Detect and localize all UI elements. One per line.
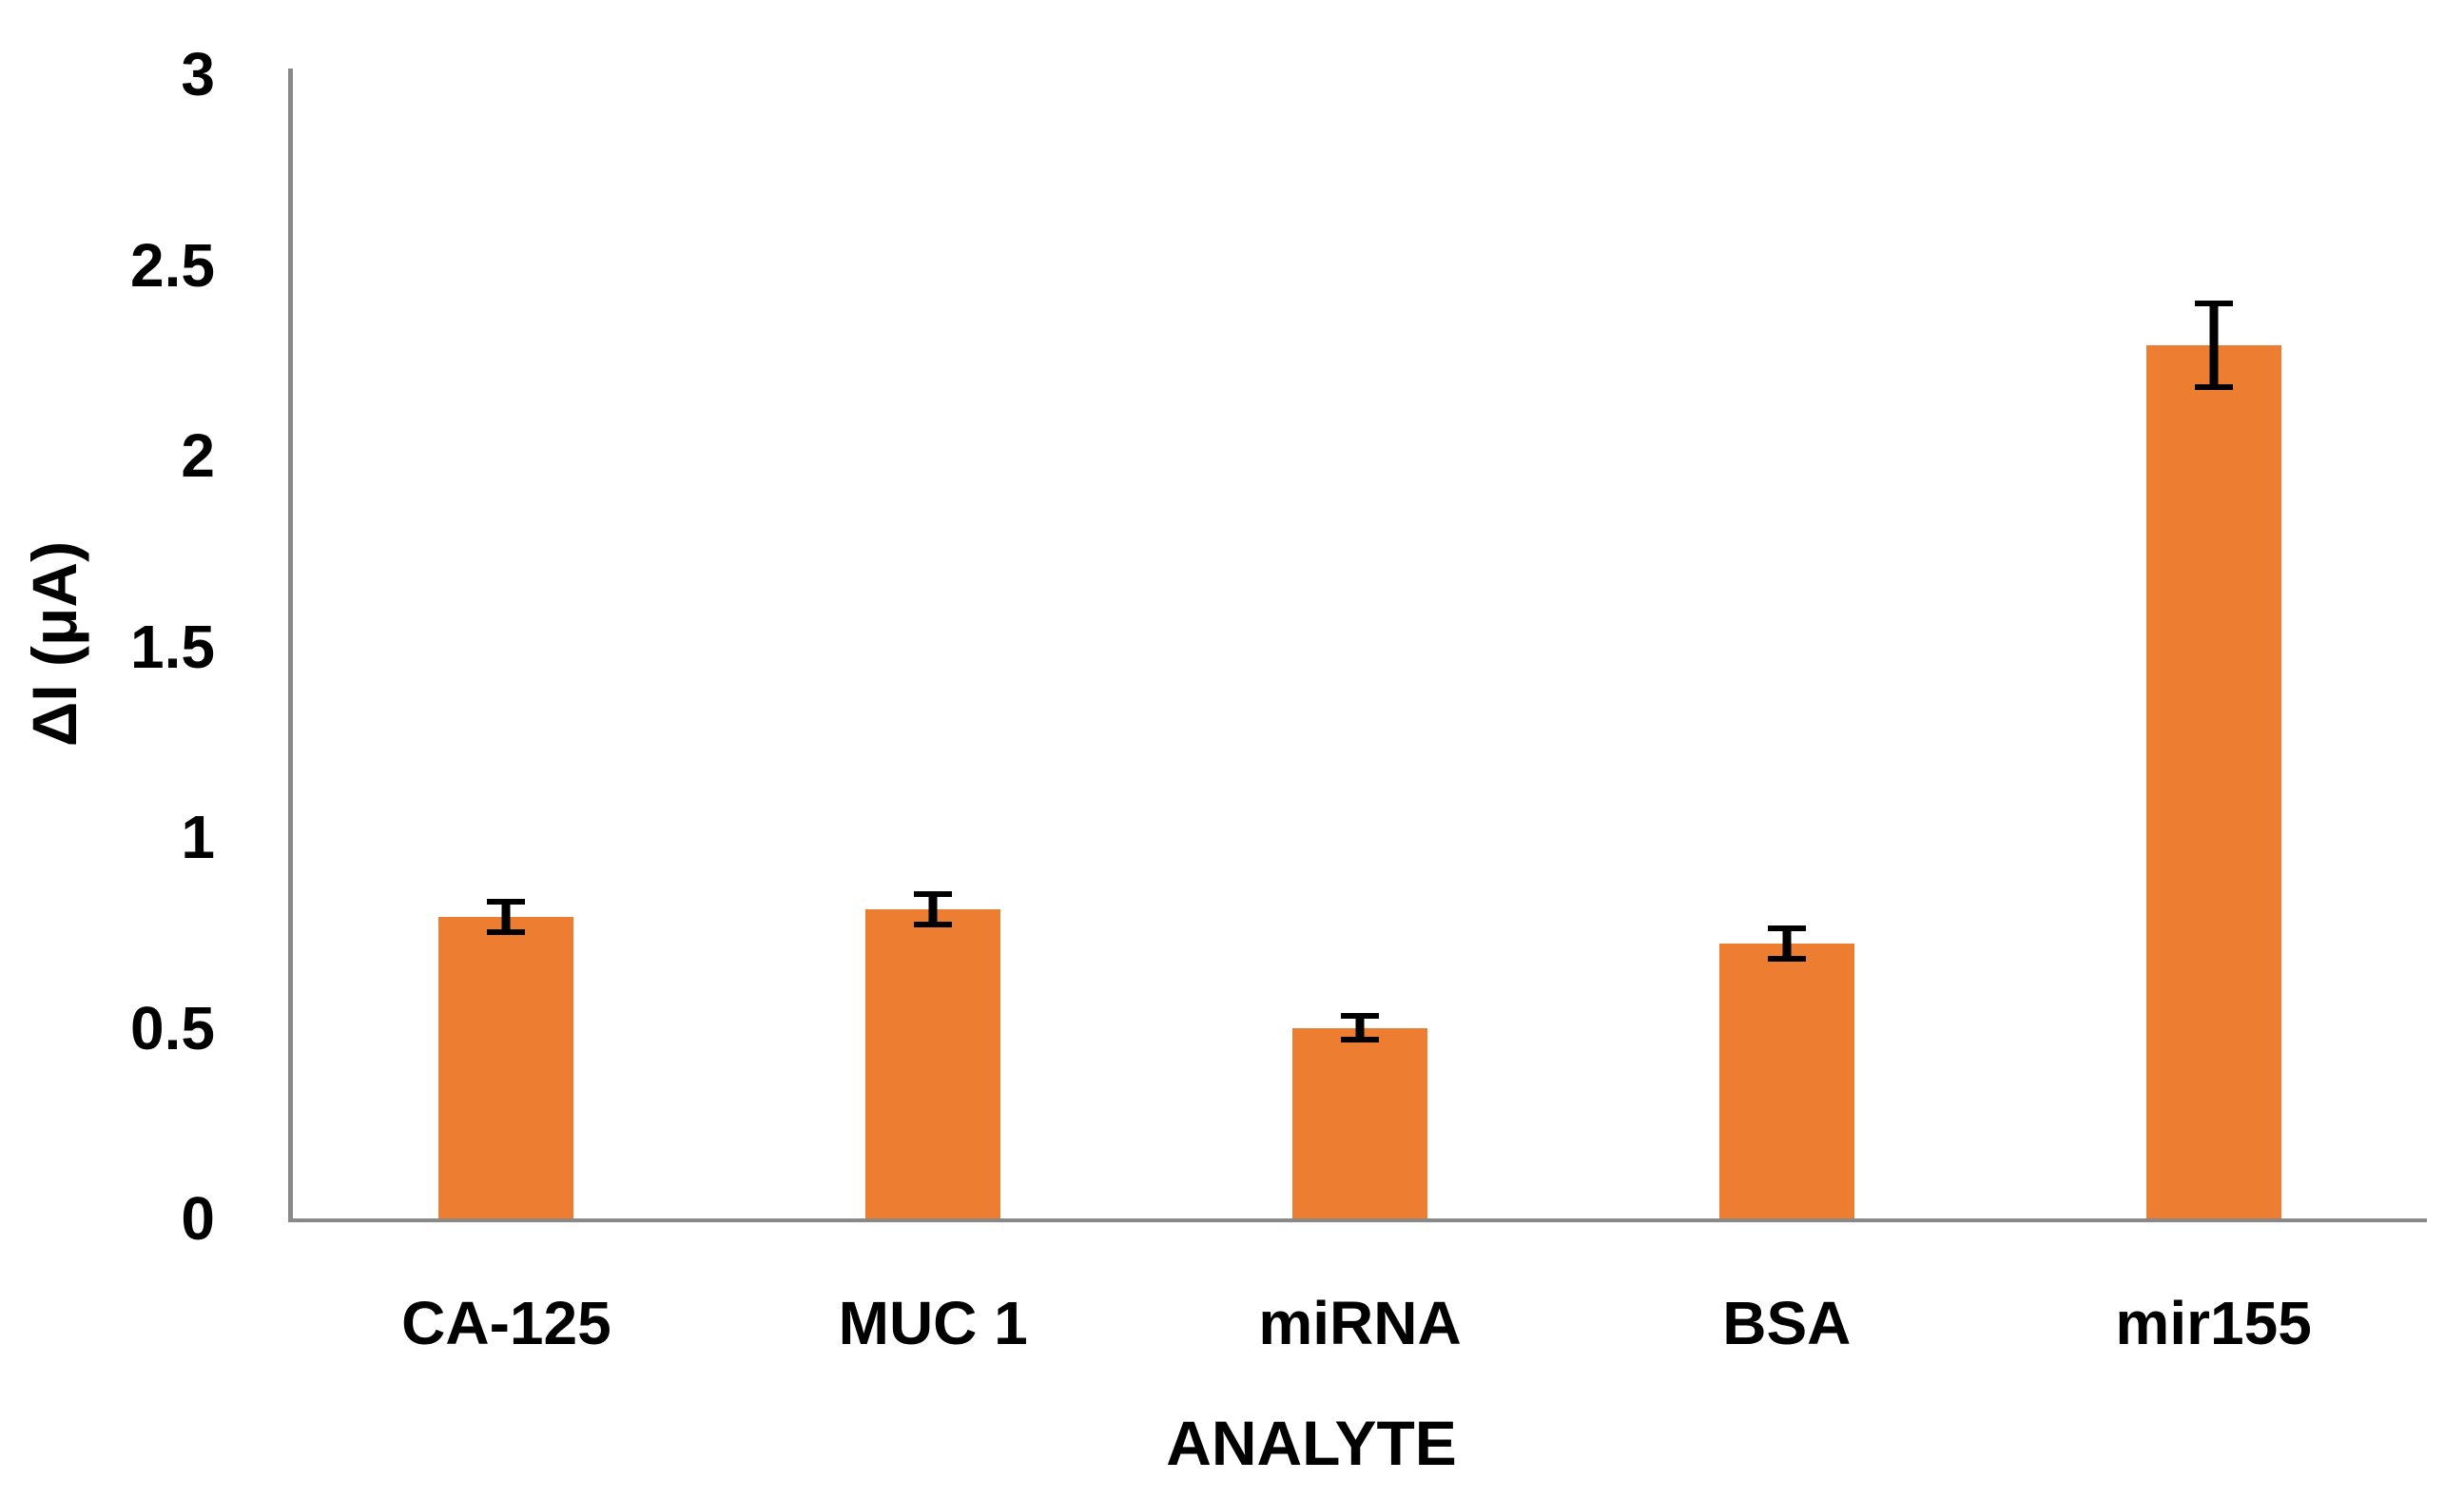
error-bar-stem (1355, 1013, 1365, 1042)
error-bar-cap-top (487, 899, 526, 906)
bar-ca-125 (438, 917, 574, 1218)
bar-muc-1 (865, 909, 1001, 1218)
error-bar-stem (928, 891, 938, 928)
error-bar-stem (501, 899, 511, 936)
error-bar-cap-bottom (487, 929, 526, 936)
x-category-label-mir155: mir155 (2115, 1289, 2312, 1357)
error-bar-cap-bottom (2194, 383, 2233, 390)
y-tick-label: 0.5 (130, 993, 215, 1062)
bar-mirna (1292, 1027, 1427, 1218)
error-bar-bsa (1767, 925, 1806, 963)
plot-area (288, 68, 2427, 1222)
x-category-label-mirna: miRNA (1258, 1289, 1462, 1357)
x-category-label-muc-1: MUC 1 (838, 1289, 1028, 1357)
x-category-label-ca-125: CA-125 (401, 1289, 611, 1357)
error-bar-stem (2209, 300, 2219, 390)
y-tick-label: 0 (181, 1184, 215, 1253)
error-bar-cap-top (1767, 925, 1806, 932)
error-bar-cap-top (1341, 1013, 1379, 1020)
y-tick-label: 1.5 (130, 612, 215, 681)
error-bar-stem (1782, 925, 1792, 963)
bar-bsa (1718, 944, 1854, 1218)
y-tick-label: 3 (181, 40, 215, 108)
error-bar-cap-top (2194, 300, 2233, 306)
y-tick-label: 1 (181, 803, 215, 871)
error-bar-cap-top (914, 891, 953, 898)
error-bar-cap-bottom (1341, 1036, 1379, 1042)
error-bar-mirna (1341, 1013, 1379, 1042)
x-category-label-bsa: BSA (1722, 1289, 1852, 1357)
error-bar-cap-bottom (914, 922, 953, 928)
y-tick-label: 2 (181, 421, 215, 490)
x-axis-title: ANALYTE (1166, 1408, 1457, 1478)
bar-mir155 (2145, 344, 2281, 1218)
error-bar-cap-bottom (1767, 956, 1806, 963)
error-bar-muc-1 (914, 891, 953, 928)
error-bar-ca-125 (487, 899, 526, 936)
error-bar-mir155 (2194, 300, 2233, 390)
y-tick-label: 2.5 (130, 230, 215, 300)
